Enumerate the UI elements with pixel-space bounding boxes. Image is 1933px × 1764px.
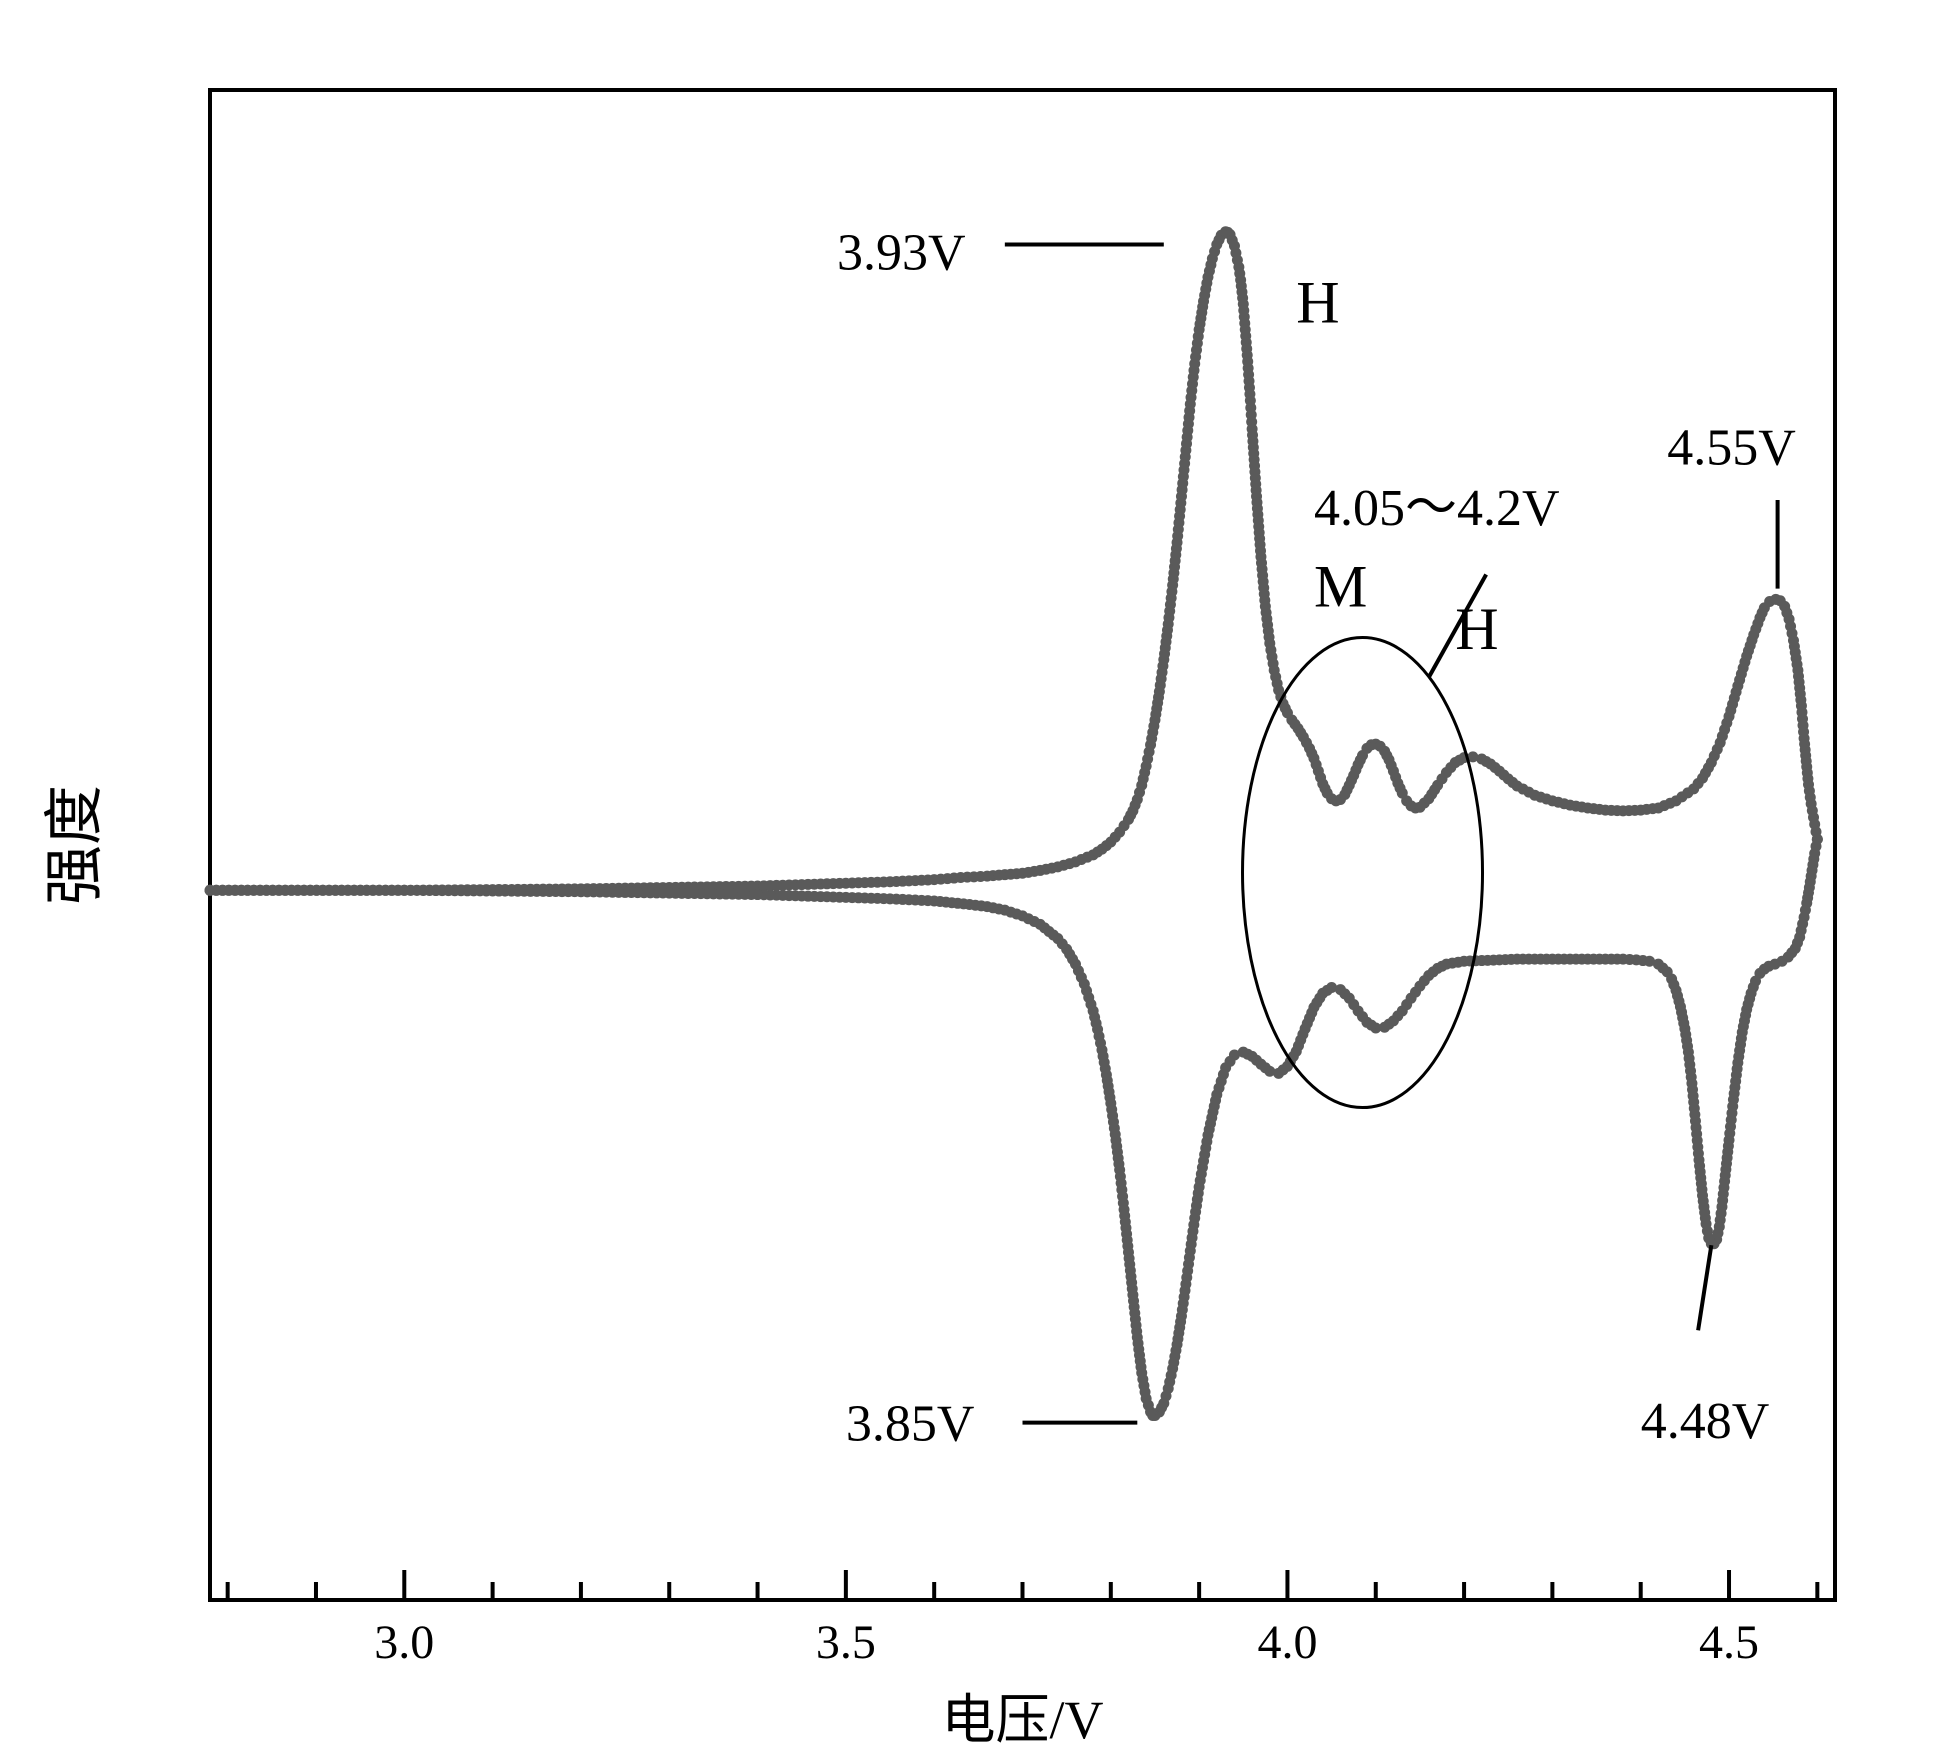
x-tick-label: 3.5 [816, 1616, 876, 1669]
ann-M: M [1314, 553, 1367, 619]
ann-H1: H [1296, 270, 1339, 336]
ann-4-48: 4.48V [1641, 1393, 1770, 1450]
x-tick-label: 4.5 [1699, 1616, 1759, 1669]
cv-chart: 3.0 3.5 4.0 4.5 电压/V 强度 3.93V H 4.55V 4.05～4.2V M H… [0, 0, 1933, 1764]
x-tick-label: 4.0 [1257, 1616, 1317, 1669]
ann-3-93: 3.93V [837, 225, 966, 282]
ann-H2: H [1455, 596, 1498, 662]
ann-range: 4.05～4.2V [1314, 480, 1560, 537]
y-axis-label: 强度 [42, 785, 108, 905]
ann-3-85: 3.85V [846, 1396, 975, 1453]
ann-4-55: 4.55V [1667, 419, 1796, 476]
x-axis-label: 电压/V [942, 1690, 1104, 1750]
x-tick-label: 3.0 [374, 1616, 434, 1669]
